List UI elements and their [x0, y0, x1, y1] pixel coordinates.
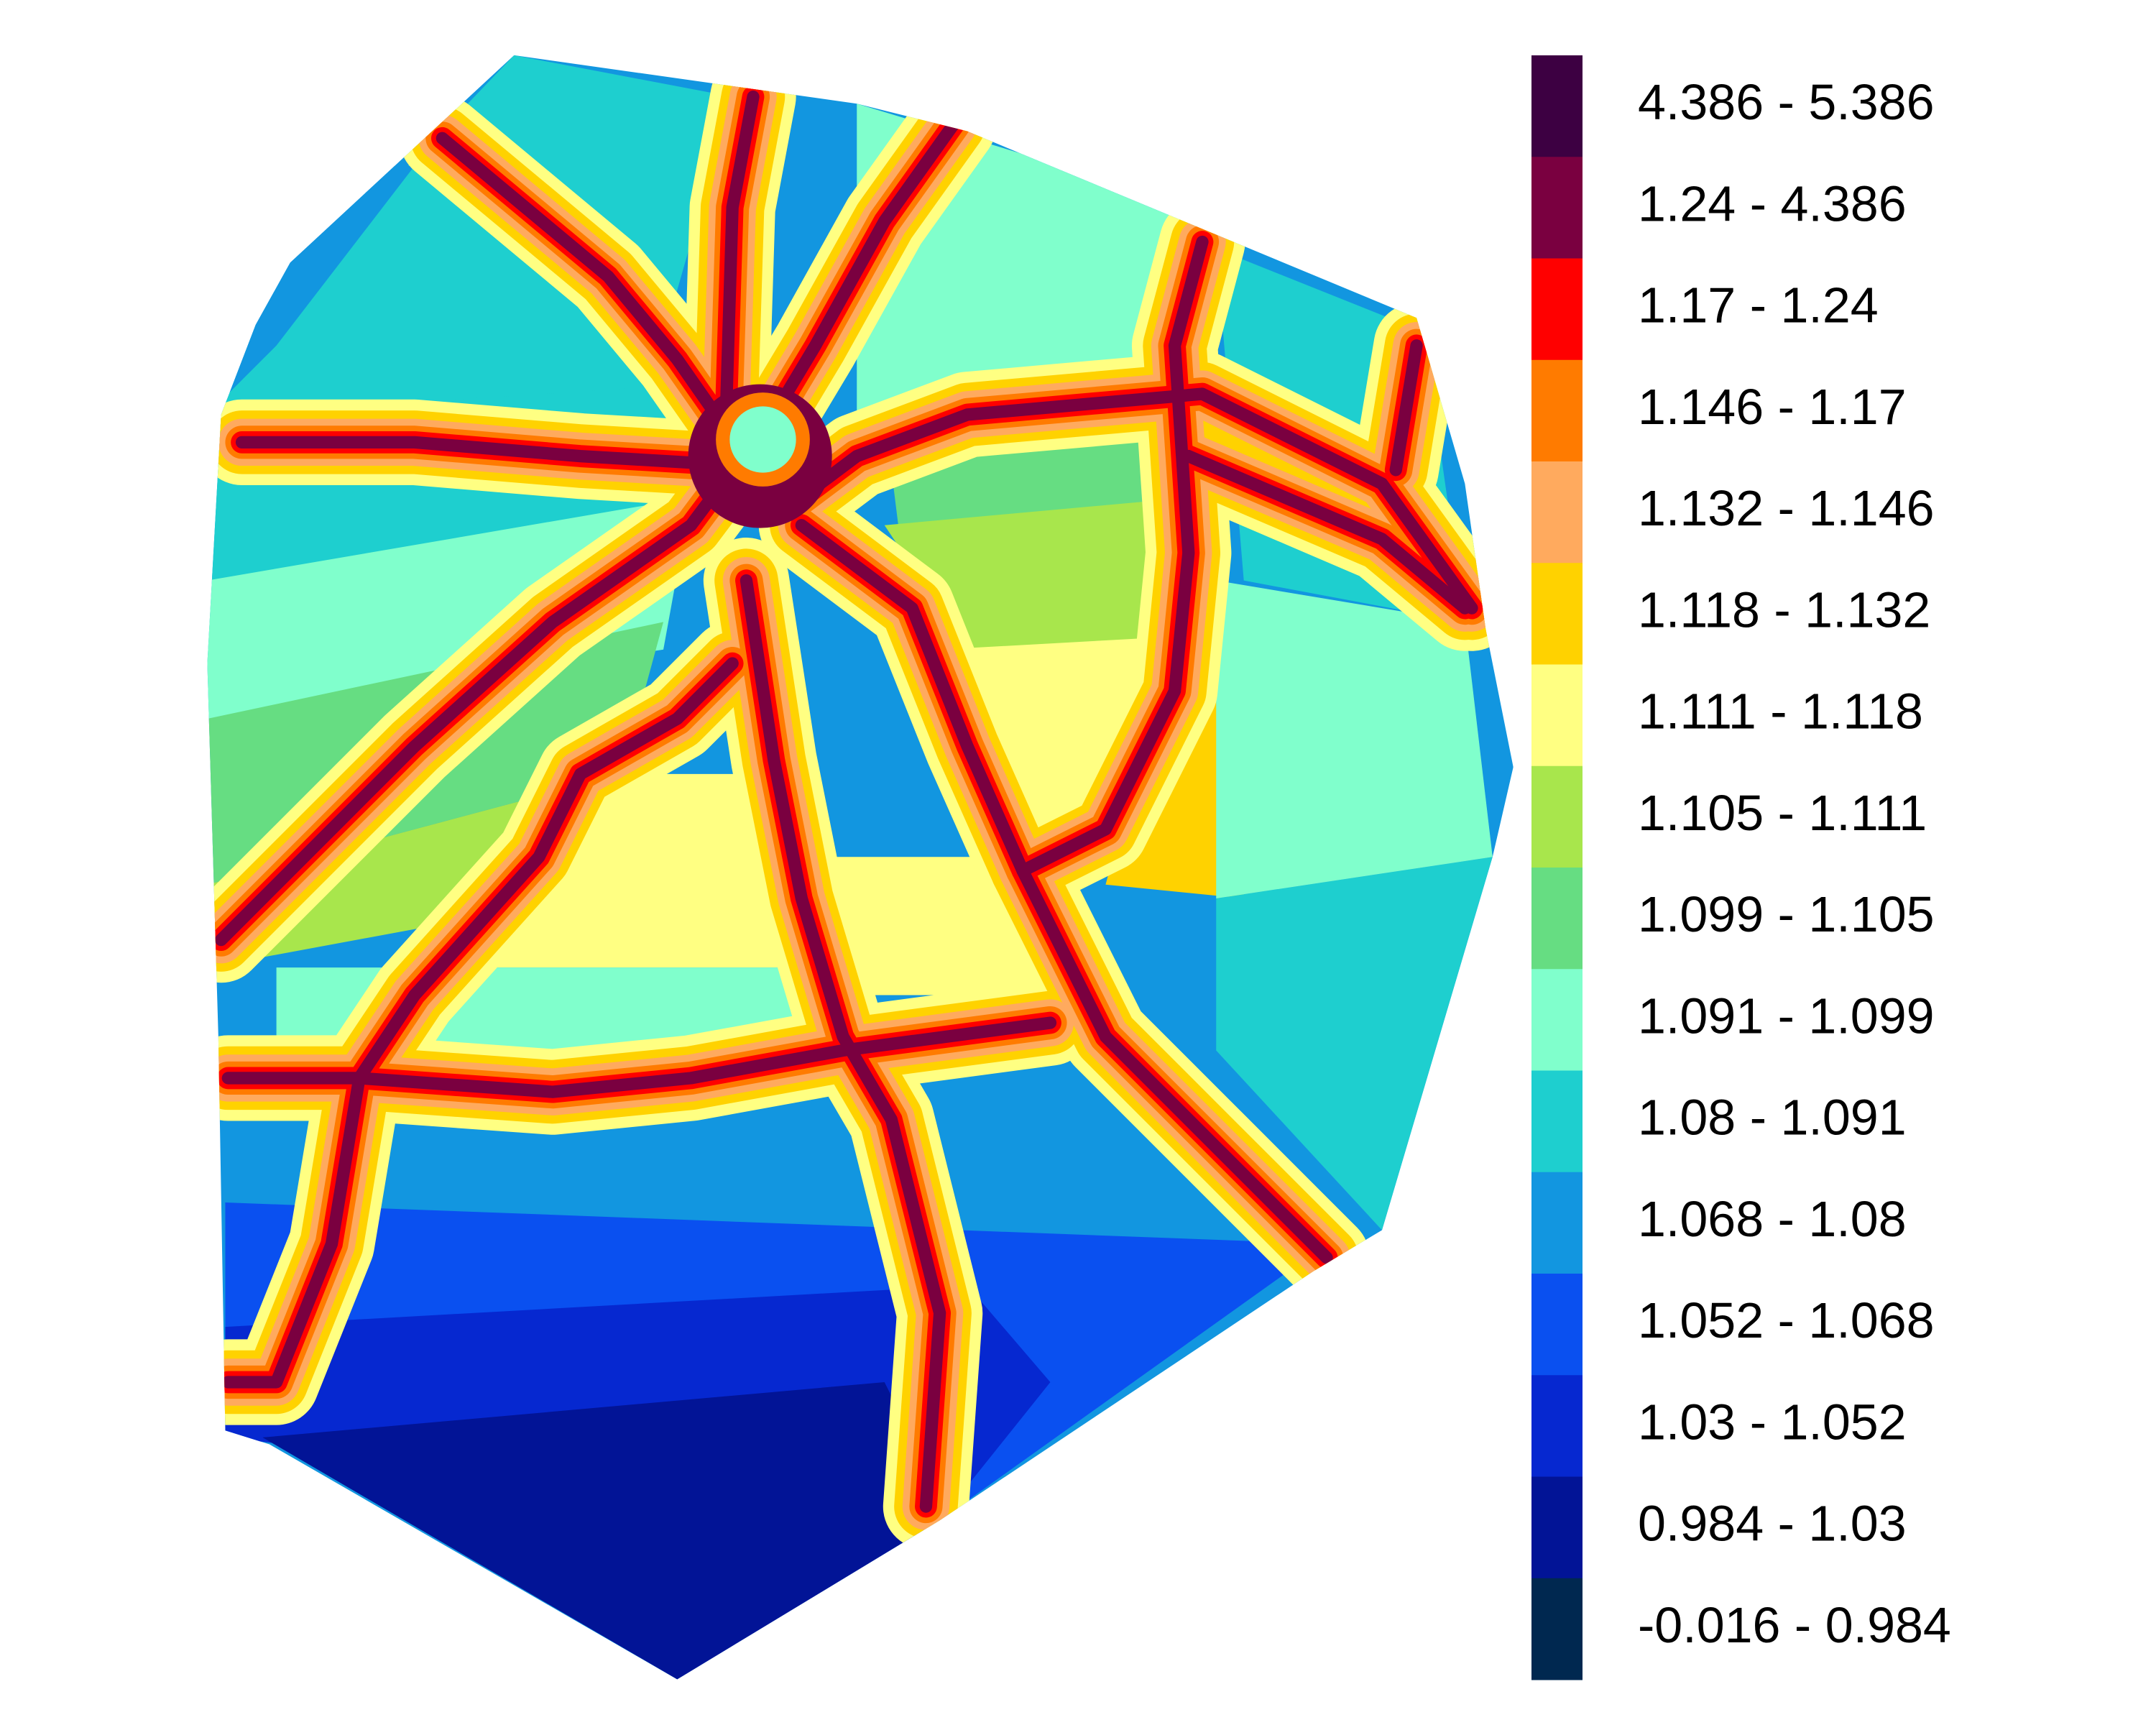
legend-swatch — [1531, 868, 1583, 970]
legend-swatch — [1531, 258, 1583, 361]
vein — [436, 132, 732, 435]
legend-swatch — [1531, 157, 1583, 259]
legend-swatch — [1531, 1070, 1583, 1173]
vein — [795, 387, 1478, 615]
legend-swatch — [1531, 1476, 1583, 1579]
legend-swatch — [1531, 563, 1583, 665]
legend-label: 1.091 - 1.099 — [1638, 988, 1935, 1044]
legend-swatch — [1531, 969, 1583, 1071]
legend-swatch — [1531, 1172, 1583, 1274]
legend-label: 1.17 - 1.24 — [1638, 277, 1879, 334]
map-region — [1216, 580, 1493, 898]
vein — [768, 118, 960, 421]
legend-label: 1.099 - 1.105 — [1638, 886, 1935, 942]
hub-core — [729, 406, 796, 473]
vein — [1016, 235, 1209, 878]
legend-label: 1.146 - 1.17 — [1638, 379, 1907, 435]
legend-label: -0.016 - 0.984 — [1638, 1597, 1951, 1653]
legend-label: 1.068 - 1.08 — [1638, 1191, 1907, 1247]
legend-label: 1.24 - 4.386 — [1638, 175, 1907, 231]
legend-swatch — [1531, 664, 1583, 767]
legend-label: 1.03 - 1.052 — [1638, 1394, 1907, 1450]
legend-label: 1.118 - 1.132 — [1638, 581, 1930, 638]
legend-swatch — [1531, 461, 1583, 564]
map-region — [262, 1382, 954, 1680]
legend-label: 1.08 - 1.091 — [1638, 1090, 1907, 1146]
legend-swatch — [1531, 359, 1583, 462]
vein — [353, 657, 739, 1085]
legend: 4.386 - 5.386 1.24 - 4.386 1.17 - 1.24 1.14… — [1531, 55, 1951, 1680]
vein — [740, 574, 946, 1513]
legend-swatch — [1531, 1375, 1583, 1477]
legend-label: 4.386 - 5.386 — [1638, 74, 1935, 130]
vein — [795, 519, 1333, 1264]
vein — [1182, 449, 1472, 615]
vein — [221, 1016, 1057, 1098]
vein — [1389, 339, 1423, 477]
vein — [719, 90, 760, 435]
legend-label: 0.984 - 1.03 — [1638, 1496, 1907, 1552]
legend-label: 1.052 - 1.068 — [1638, 1292, 1935, 1348]
legend-swatch — [1531, 1578, 1583, 1680]
vein — [235, 436, 704, 469]
legend-swatch — [1531, 55, 1583, 157]
map-region — [1216, 857, 1493, 1230]
vein — [221, 1072, 366, 1389]
legend-swatch — [1531, 1274, 1583, 1376]
vein — [215, 464, 739, 947]
legend-label: 1.132 - 1.146 — [1638, 480, 1935, 536]
legend-swatch — [1531, 765, 1583, 868]
raster-map — [207, 55, 1514, 1680]
legend-label: 1.111 - 1.118 — [1638, 684, 1923, 740]
legend-label: 1.105 - 1.111 — [1638, 785, 1927, 841]
